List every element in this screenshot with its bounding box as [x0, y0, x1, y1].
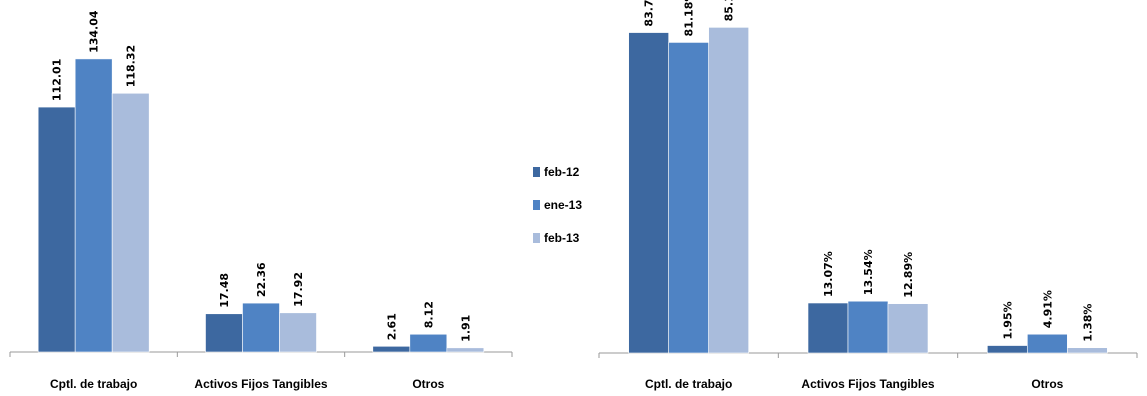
bar-feb-12-1 — [205, 313, 243, 353]
bar-feb-13-1 — [887, 303, 929, 354]
bar-ene-13-2 — [409, 333, 448, 353]
bar-feb-12-0 — [37, 106, 76, 353]
data-label: 17.48 — [218, 273, 231, 308]
data-label: 8.12 — [422, 301, 435, 328]
category-label: Activos Fijos Tangibles — [801, 377, 934, 391]
data-label: 12.89% — [902, 252, 915, 298]
legend-label: ene-13 — [544, 198, 582, 212]
bar-feb-13-2 — [1067, 347, 1108, 354]
category-label: Otros — [1031, 377, 1063, 391]
data-label: 22.36 — [255, 262, 268, 297]
data-label: 4.91% — [1041, 290, 1054, 328]
bar-ene-13-0 — [668, 42, 709, 354]
bar-feb-13-0 — [708, 27, 749, 354]
data-label: 1.95% — [1001, 301, 1014, 339]
data-label: 13.07% — [822, 251, 835, 297]
chart-percent-values: 83.76% 81.18% 85.12% Cptl. de trabajo 13.07%… — [598, 0, 1138, 391]
bar-ene-13-1 — [847, 300, 889, 354]
data-label: 134.04 — [88, 10, 101, 53]
category-label: Cptl. de trabajo — [50, 377, 137, 391]
bar-feb-12-2 — [372, 345, 411, 353]
data-label: 83.76% — [643, 0, 656, 27]
data-label: 1.91 — [459, 315, 472, 342]
legend-swatch — [533, 200, 540, 210]
data-label: 17.92 — [292, 272, 305, 307]
data-label: 81.18% — [683, 0, 696, 36]
legend-swatch — [533, 167, 540, 177]
bar-ene-13-0 — [74, 58, 113, 353]
chart-absolute-values: 112.01 134.04 118.32 Cptl. de trabajo 17.48 2… — [9, 10, 513, 391]
data-label: 1.38% — [1081, 304, 1094, 342]
data-label: 118.32 — [125, 45, 138, 87]
bar-ene-13-2 — [1027, 333, 1068, 354]
bar-feb-13-0 — [111, 92, 150, 353]
bar-feb-13-1 — [279, 312, 317, 353]
legend: feb-12 ene-13 feb-13 — [533, 165, 582, 245]
data-label: 13.54% — [862, 249, 875, 295]
category-label: Otros — [412, 377, 444, 391]
data-label: 85.12% — [723, 0, 736, 21]
bar-feb-12-2 — [987, 345, 1028, 354]
bar-ene-13-1 — [242, 302, 280, 353]
data-label: 2.61 — [385, 313, 398, 340]
bar-feb-13-2 — [446, 347, 485, 353]
data-label: 112.01 — [51, 59, 64, 101]
legend-label: feb-12 — [544, 165, 580, 179]
category-label: Activos Fijos Tangibles — [194, 377, 327, 391]
legend-label: feb-13 — [544, 231, 580, 245]
bar-feb-12-1 — [807, 302, 849, 354]
legend-swatch — [533, 233, 540, 243]
bar-feb-12-0 — [628, 32, 669, 354]
category-label: Cptl. de trabajo — [645, 377, 732, 391]
